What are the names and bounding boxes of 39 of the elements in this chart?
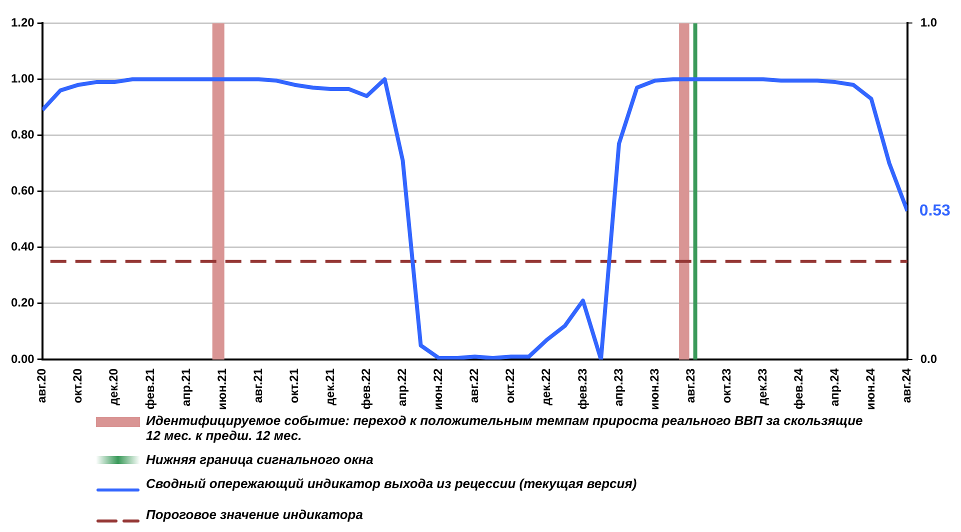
x-tick-label: апр.21 — [178, 368, 193, 406]
x-tick-label: авг.22 — [467, 368, 482, 403]
x-tick-label: окт.21 — [286, 368, 301, 404]
x-tick-label: дек.21 — [322, 368, 337, 406]
x-tick-label: июн.21 — [214, 368, 229, 410]
y2-tick-label: 0.0 — [920, 352, 938, 366]
x-tick-label: апр.23 — [611, 368, 626, 406]
y-tick-label: 0.60 — [10, 184, 35, 198]
legend-label: Нижняя граница сигнального окна — [146, 452, 374, 467]
annotation: 0.53 — [919, 202, 951, 220]
x-tick-label: окт.23 — [719, 368, 734, 404]
x-tick-label: фев.24 — [792, 368, 806, 410]
x-tick-label: дек.20 — [106, 368, 121, 406]
legend-label: Пороговое значение индикатора — [146, 507, 363, 522]
legend-label: Сводный опережающий индикатор выхода из рецессии (текущая версия) — [146, 476, 637, 491]
y-tick-label: 0.20 — [10, 296, 35, 310]
x-tick-label: июн.24 — [864, 368, 878, 410]
x-tick-label: дек.22 — [539, 368, 554, 406]
legend-label: Идентифицируемое событие: переход к положительным темпам прироста реального ВВП за скользящие 12 мес. к предш. 12 мес. — [146, 413, 864, 443]
y-tick-label: 0.40 — [10, 240, 35, 254]
x-tick-label: дек.23 — [755, 368, 770, 406]
x-tick-label: фев.23 — [575, 368, 590, 410]
y-tick-label: 0.00 — [10, 352, 35, 366]
y2-tick-label: 1.0 — [920, 16, 938, 30]
x-tick-label: фев.22 — [359, 368, 374, 410]
x-tick-label: авг.21 — [250, 368, 265, 403]
x-tick-label: апр.24 — [828, 368, 842, 406]
x-tick-label: авг.23 — [683, 368, 698, 403]
y-tick-label: 0.80 — [10, 128, 35, 142]
x-tick-label: авг.24 — [900, 368, 914, 403]
x-tick-label: июн.22 — [431, 368, 446, 410]
x-tick-label: окт.20 — [70, 368, 85, 404]
y-tick-label: 1.20 — [10, 16, 35, 30]
x-tick-label: авг.20 — [34, 368, 49, 403]
x-tick-label: окт.22 — [503, 368, 518, 404]
x-tick-label: июн.23 — [647, 368, 662, 410]
y-tick-label: 1.00 — [10, 72, 35, 86]
x-tick-label: апр.22 — [395, 368, 410, 406]
x-tick-label: фев.21 — [142, 368, 157, 410]
